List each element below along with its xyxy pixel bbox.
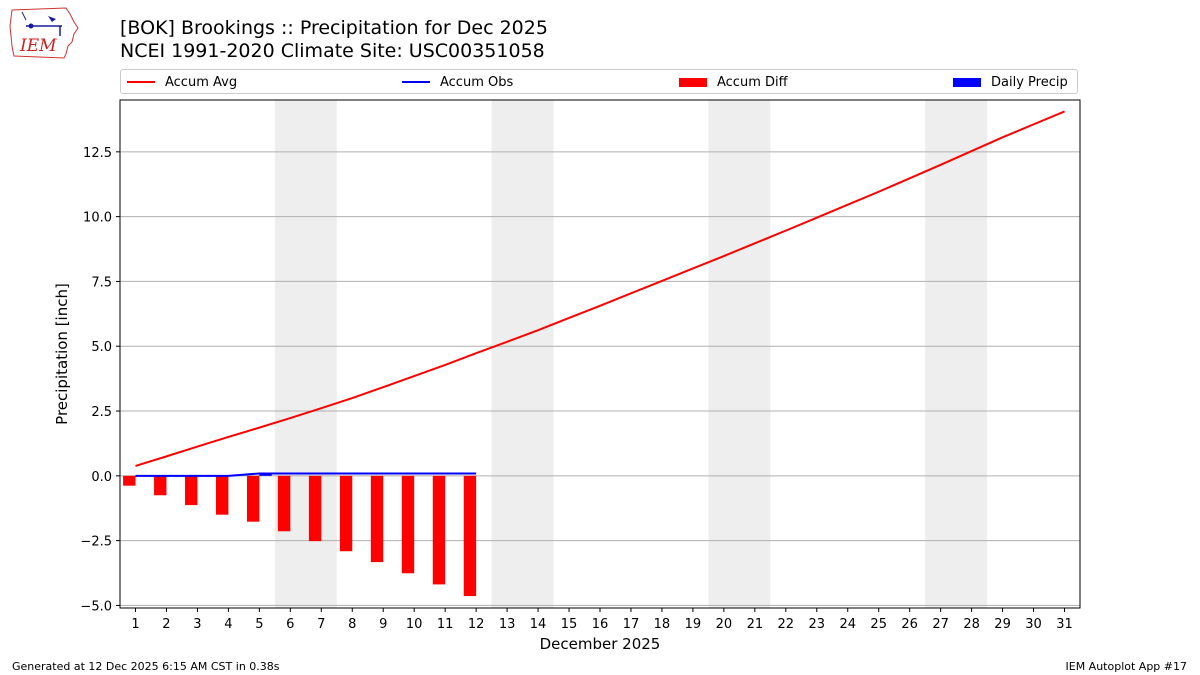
x-tick-label: 16: [592, 617, 609, 632]
y-tick-label: 2.5: [91, 405, 112, 420]
x-tick-label: 19: [685, 617, 702, 632]
accum-obs-line: [135, 472, 477, 477]
y-tick-label: 0.0: [91, 470, 112, 485]
x-tick-label: 23: [809, 617, 826, 632]
x-tick-label: 30: [1025, 617, 1042, 632]
daily-precip-bar-5: [259, 473, 272, 476]
x-axis-ticks: 1 2 3 4 5 6 7 8 9 10 11 12 13 14 15 16 17 18 19 20 21 22 23 24 2…: [131, 608, 1073, 632]
weekend-shade-1: [491, 100, 554, 608]
legend-label-accum-avg: Accum Avg: [165, 74, 238, 90]
x-tick-label: 13: [499, 617, 516, 632]
x-tick-label: 24: [839, 617, 856, 632]
accum-diff-bar-1: [123, 475, 136, 486]
x-tick-label: 6: [286, 617, 294, 632]
chart-title: [BOK] Brookings :: Precipitation for Dec…: [120, 17, 548, 39]
y-axis-label: Precipitation [inch]: [53, 283, 71, 425]
legend-item-accum-avg: Accum Avg: [127, 73, 237, 91]
x-tick-label: 25: [870, 617, 887, 632]
y-tick-label: 10.0: [83, 211, 112, 226]
x-tick-label: 11: [437, 617, 454, 632]
y-tick-label: 12.5: [83, 146, 112, 161]
x-tick-label: 7: [317, 617, 325, 632]
x-tick-label: 2: [162, 617, 170, 632]
x-tick-label: 18: [654, 617, 671, 632]
x-tick-label: 8: [348, 617, 356, 632]
legend-swatch-accum-obs: [402, 81, 430, 83]
logo-text: IEM: [19, 36, 57, 56]
grid-group: [120, 151, 1080, 606]
x-tick-label: 17: [623, 617, 640, 632]
x-tick-label: 21: [747, 617, 764, 632]
x-tick-label: 1: [131, 617, 139, 632]
x-tick-label: 5: [255, 617, 263, 632]
legend-label-accum-diff: Accum Diff: [717, 74, 788, 90]
x-tick-label: 26: [901, 617, 918, 632]
accum-diff-bar-12: [463, 475, 477, 597]
legend-item-accum-diff: Accum Diff: [679, 73, 788, 91]
chart-legend: Accum Avg Accum Obs Accum Diff Daily Pre…: [120, 69, 1078, 94]
bars-group: [123, 473, 477, 597]
y-axis-ticks: −5.0 −2.5 0.0 2.5 5.0 7.5 10.0 12.5: [80, 146, 120, 614]
legend-swatch-daily-precip: [953, 77, 981, 87]
weekend-shade-2: [708, 100, 771, 608]
lines-group: [135, 110, 1065, 477]
accum-avg-line: [135, 110, 1065, 467]
footer-app-text: IEM Autoplot App #17: [1065, 660, 1188, 673]
x-tick-label: 9: [379, 617, 387, 632]
x-tick-label: 27: [932, 617, 949, 632]
footer-generated-text: Generated at 12 Dec 2025 6:15 AM CST in …: [12, 660, 280, 673]
accum-diff-bar-11: [432, 475, 446, 585]
legend-item-daily-precip: Daily Precip: [953, 73, 1068, 91]
y-tick-label: 7.5: [91, 275, 112, 290]
x-tick-label: 15: [561, 617, 578, 632]
y-tick-label: −5.0: [80, 599, 112, 614]
accum-diff-bar-5: [246, 475, 260, 522]
x-tick-label: 28: [963, 617, 980, 632]
legend-swatch-accum-diff: [679, 77, 707, 87]
accum-diff-bar-2: [154, 475, 167, 496]
x-tick-label: 22: [778, 617, 795, 632]
x-tick-label: 12: [468, 617, 485, 632]
iem-logo: IEM: [9, 7, 79, 59]
x-tick-label: 10: [406, 617, 423, 632]
x-tick-label: 14: [530, 617, 547, 632]
legend-label-accum-obs: Accum Obs: [440, 74, 514, 90]
accum-diff-bar-6: [277, 475, 291, 532]
legend-item-accum-obs: Accum Obs: [402, 73, 513, 91]
iowa-outline-icon: [9, 7, 79, 59]
accum-diff-bar-10: [401, 475, 415, 574]
accum-diff-bar-4: [216, 475, 229, 515]
legend-swatch-accum-avg: [127, 81, 155, 83]
x-axis-label: December 2025: [540, 635, 661, 653]
x-tick-label: 4: [224, 617, 232, 632]
chart-subtitle: NCEI 1991-2020 Climate Site: USC00351058: [120, 40, 545, 62]
accum-diff-bar-9: [370, 475, 384, 563]
x-tick-label: 3: [193, 617, 201, 632]
accum-diff-bar-3: [185, 475, 198, 506]
y-tick-label: −2.5: [80, 535, 112, 550]
x-tick-label: 29: [994, 617, 1011, 632]
weekend-shade-0: [274, 100, 337, 608]
weekend-shade-3: [925, 100, 988, 608]
legend-label-daily-precip: Daily Precip: [991, 74, 1068, 90]
x-tick-label: 31: [1056, 617, 1073, 632]
accum-diff-bar-7: [308, 475, 322, 542]
x-tick-label: 20: [716, 617, 733, 632]
accum-diff-bar-8: [339, 475, 353, 552]
weekend-shading-group: [274, 100, 988, 608]
y-tick-label: 5.0: [91, 340, 112, 355]
